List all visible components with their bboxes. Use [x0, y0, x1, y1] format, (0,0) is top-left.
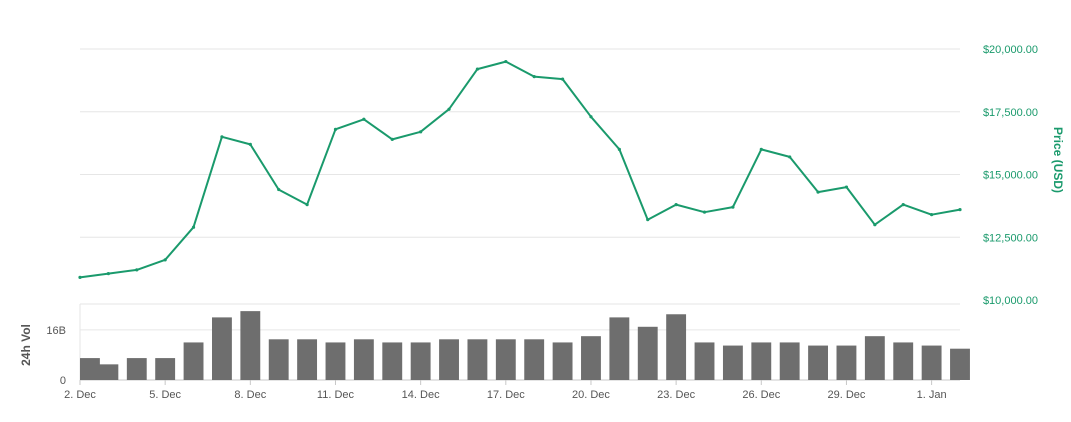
price-tick-label: $17,500.00 [983, 107, 1038, 119]
price-point [447, 107, 451, 111]
volume-axis-label: 24h Vol [19, 324, 33, 366]
price-point [930, 213, 934, 217]
price-point [248, 142, 252, 146]
price-point [333, 127, 338, 131]
volume-bar [921, 345, 942, 380]
volume-bar [864, 336, 885, 380]
volume-bar [80, 358, 100, 380]
volume-bar [751, 342, 772, 380]
x-tick-label: 29. Dec [827, 389, 865, 401]
volume-bar [126, 358, 147, 380]
volume-bar [666, 314, 687, 380]
x-tick-label: 8. Dec [234, 389, 266, 401]
price-point [135, 268, 139, 272]
price-point [390, 137, 394, 141]
volume-bar [382, 342, 403, 380]
volume-bar [609, 317, 630, 380]
price-point [702, 210, 707, 214]
volume-bar [467, 339, 488, 380]
price-tick-label: $20,000.00 [983, 44, 1038, 56]
volume-bar [183, 342, 204, 380]
volume-bar [155, 358, 176, 380]
price-point [589, 115, 593, 119]
volume-bar [495, 339, 516, 380]
price-point [163, 258, 167, 262]
price-point [277, 187, 281, 192]
price-tick-label: $10,000.00 [983, 295, 1038, 307]
price-point [873, 223, 877, 227]
price-point [731, 205, 735, 209]
x-tick-label: 14. Dec [402, 389, 440, 401]
volume-bar [240, 311, 261, 380]
price-line [79, 60, 961, 279]
volume-tick-label: 0 [60, 375, 66, 387]
price-point [532, 75, 536, 79]
price-point [305, 203, 309, 207]
volume-bar [808, 345, 828, 380]
price-point [560, 77, 565, 81]
volume-bar [268, 339, 289, 380]
volume-bar [297, 339, 318, 380]
price-point [646, 218, 650, 222]
volume-bar [552, 342, 573, 380]
x-tick-label: 26. Dec [742, 389, 780, 401]
volume-bar [524, 339, 545, 380]
volume-bar [439, 339, 459, 380]
price-point [191, 225, 196, 229]
price-axis-label: Price (USD) [1051, 127, 1065, 193]
x-tick-label: 23. Dec [657, 389, 695, 401]
price-point [816, 190, 820, 194]
price-series [78, 59, 962, 280]
volume-bar [98, 364, 119, 380]
volume-bar [893, 342, 914, 380]
axes: Price (USD) 24h Vol $20,000.00 $17,500.00… [19, 44, 1065, 401]
price-tick-label: $12,500.00 [983, 232, 1038, 244]
price-point [504, 59, 508, 64]
volume-bar [353, 339, 374, 380]
price-tick-label: $15,000.00 [983, 170, 1038, 182]
x-tick-label: 20. Dec [572, 389, 610, 401]
price-point [617, 147, 621, 151]
price-point [106, 272, 110, 276]
price-point [844, 185, 849, 189]
price-point [220, 135, 224, 139]
price-point [958, 208, 962, 212]
volume-bar [779, 342, 800, 380]
price-point [78, 275, 82, 280]
volume-bar [637, 326, 658, 380]
price-point [419, 130, 423, 134]
volume-bar [722, 345, 743, 380]
price-point [475, 67, 480, 71]
x-tick-label: 2. Dec [64, 389, 96, 401]
price-point [362, 117, 366, 121]
x-tick-label: 17. Dec [487, 389, 525, 401]
price-point [674, 203, 678, 207]
volume-bars [80, 311, 970, 380]
volume-bar [581, 336, 601, 380]
volume-tick-label: 16B [46, 325, 66, 337]
volume-bar [212, 317, 232, 380]
price-point [788, 155, 792, 159]
volume-bar [410, 342, 431, 380]
x-tick-label: 11. Dec [317, 389, 355, 401]
price-point [759, 147, 763, 151]
x-tick-label: 5. Dec [149, 389, 181, 401]
volume-bar [694, 342, 715, 380]
volume-bar [836, 345, 857, 380]
price-point [901, 203, 905, 207]
volume-bar [325, 342, 346, 380]
x-tick-label: 1. Jan [917, 389, 947, 401]
volume-bar [950, 348, 970, 380]
